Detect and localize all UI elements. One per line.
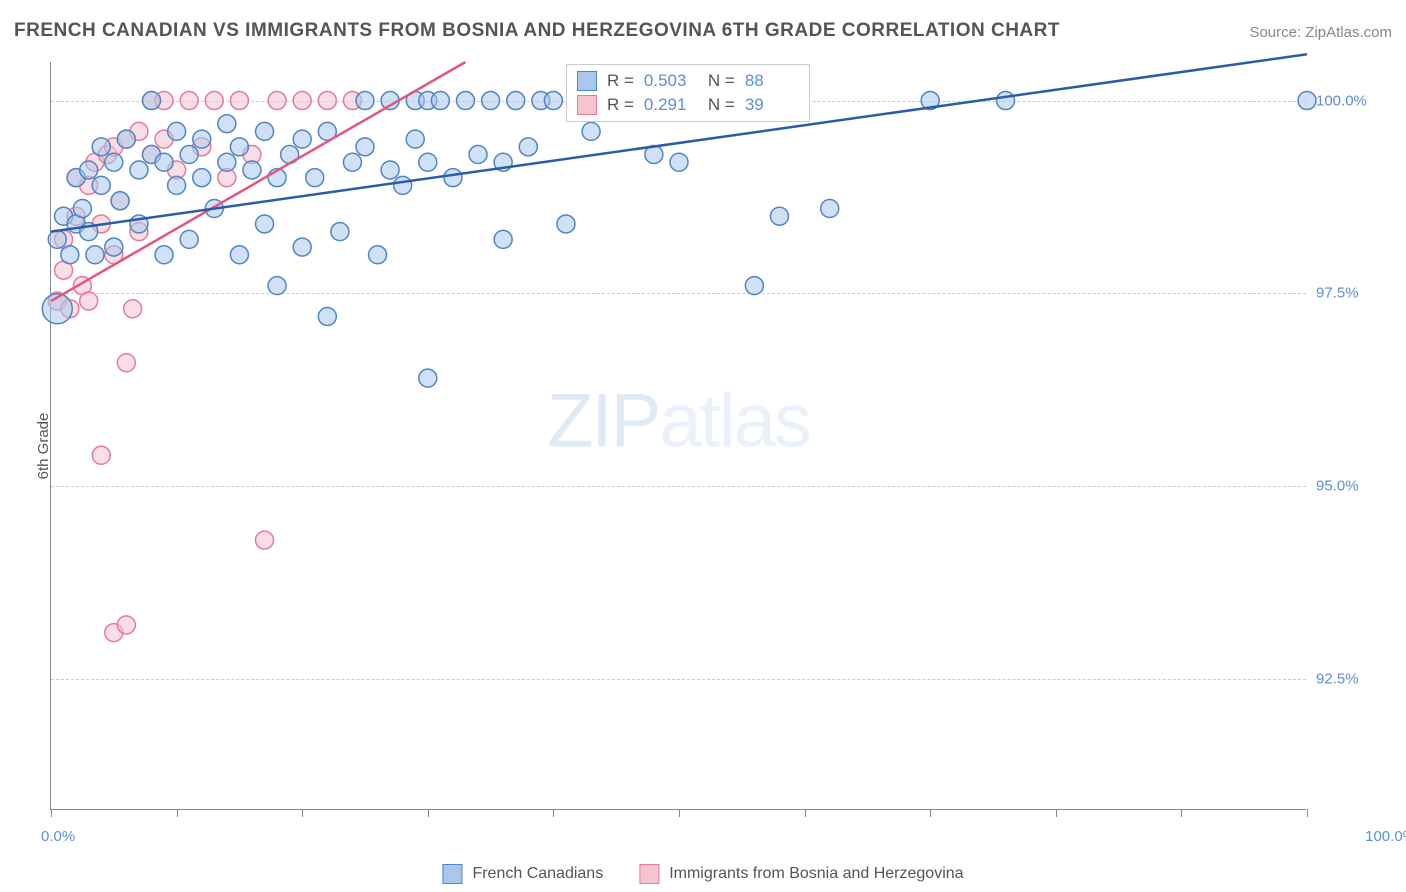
x-axis-max-label: 100.0% bbox=[1365, 828, 1406, 845]
plot-area: ZIPatlas 100.0%97.5%95.0%92.5% 0.0% 100.… bbox=[50, 62, 1306, 810]
legend-item-blue: French Canadians bbox=[442, 864, 603, 884]
y-tick-label: 100.0% bbox=[1316, 92, 1396, 109]
x-tick bbox=[51, 809, 52, 817]
chart-container: FRENCH CANADIAN VS IMMIGRANTS FROM BOSNI… bbox=[0, 0, 1406, 892]
swatch-blue-icon bbox=[442, 864, 462, 884]
legend-label-pink: Immigrants from Bosnia and Herzegovina bbox=[669, 865, 963, 883]
y-tick-label: 95.0% bbox=[1316, 478, 1396, 495]
stats-row-blue: R = 0.503 N = 88 bbox=[577, 69, 799, 93]
stats-legend-box: R = 0.503 N = 88 R = 0.291 N = 39 bbox=[566, 64, 810, 122]
x-axis-min-label: 0.0% bbox=[41, 828, 75, 845]
source-attribution: Source: ZipAtlas.com bbox=[1249, 24, 1392, 41]
x-tick bbox=[302, 809, 303, 817]
y-tick-label: 92.5% bbox=[1316, 670, 1396, 687]
x-tick bbox=[930, 809, 931, 817]
bottom-legend: French Canadians Immigrants from Bosnia … bbox=[442, 864, 963, 884]
stats-r-value-blue: 0.503 bbox=[644, 71, 698, 91]
x-tick bbox=[805, 809, 806, 817]
legend-label-blue: French Canadians bbox=[472, 865, 603, 883]
chart-title: FRENCH CANADIAN VS IMMIGRANTS FROM BOSNI… bbox=[14, 20, 1060, 42]
swatch-blue-icon bbox=[577, 71, 597, 91]
x-tick bbox=[428, 809, 429, 817]
y-tick-label: 97.5% bbox=[1316, 285, 1396, 302]
x-tick bbox=[679, 809, 680, 817]
svg-overlay bbox=[51, 62, 1306, 809]
stats-r-label: R = bbox=[607, 71, 634, 91]
swatch-pink-icon bbox=[639, 864, 659, 884]
stats-row-pink: R = 0.291 N = 39 bbox=[577, 93, 799, 117]
x-tick bbox=[1307, 809, 1308, 817]
x-tick bbox=[553, 809, 554, 817]
stats-n-value-blue: 88 bbox=[745, 71, 799, 91]
stats-r-label: R = bbox=[607, 95, 634, 115]
swatch-pink-icon bbox=[577, 95, 597, 115]
x-tick bbox=[1056, 809, 1057, 817]
x-tick bbox=[177, 809, 178, 817]
stats-r-value-pink: 0.291 bbox=[644, 95, 698, 115]
stats-n-label: N = bbox=[708, 71, 735, 91]
stats-n-label: N = bbox=[708, 95, 735, 115]
stats-n-value-pink: 39 bbox=[745, 95, 799, 115]
x-tick bbox=[1181, 809, 1182, 817]
legend-item-pink: Immigrants from Bosnia and Herzegovina bbox=[639, 864, 963, 884]
